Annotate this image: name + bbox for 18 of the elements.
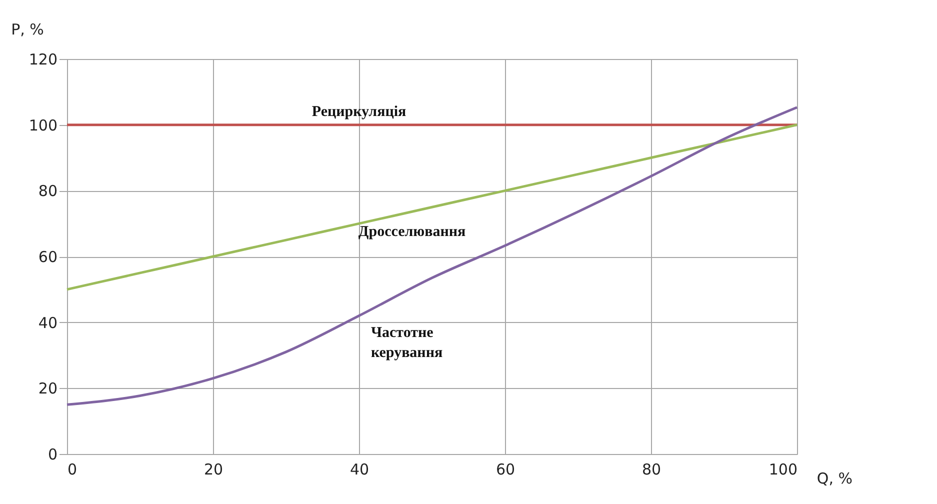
y-tick-label: 60 bbox=[38, 248, 58, 266]
x-tick-label: 20 bbox=[204, 460, 224, 478]
x-tick-label: 100 bbox=[768, 460, 798, 478]
x-tick-label: 60 bbox=[496, 460, 516, 478]
y-tick-label: 0 bbox=[48, 446, 58, 464]
series-label: Рециркуляція bbox=[312, 104, 406, 120]
series-label: Дросселювання bbox=[358, 224, 466, 240]
y-tick-label: 100 bbox=[28, 116, 58, 134]
series-label: Частотне керування bbox=[371, 324, 443, 361]
x-tick-label: 0 bbox=[68, 460, 78, 478]
y-tick-label: 80 bbox=[38, 182, 58, 200]
x-tick-label: 80 bbox=[642, 460, 662, 478]
y-tick-label: 120 bbox=[28, 50, 58, 68]
y-tick-label: 20 bbox=[38, 380, 58, 398]
y-axis-title: P, % bbox=[11, 20, 44, 38]
x-axis-title: Q, % bbox=[816, 470, 852, 488]
y-tick-label: 40 bbox=[38, 314, 58, 332]
x-tick-label: 40 bbox=[350, 460, 370, 478]
